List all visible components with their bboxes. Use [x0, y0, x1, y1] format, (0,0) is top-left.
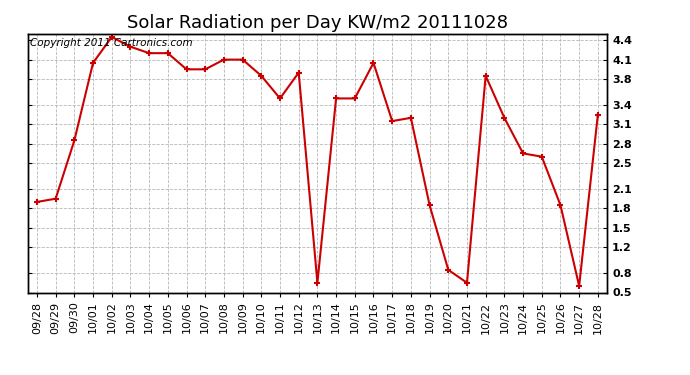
- Title: Solar Radiation per Day KW/m2 20111028: Solar Radiation per Day KW/m2 20111028: [127, 14, 508, 32]
- Text: Copyright 2011 Cartronics.com: Copyright 2011 Cartronics.com: [30, 38, 193, 48]
